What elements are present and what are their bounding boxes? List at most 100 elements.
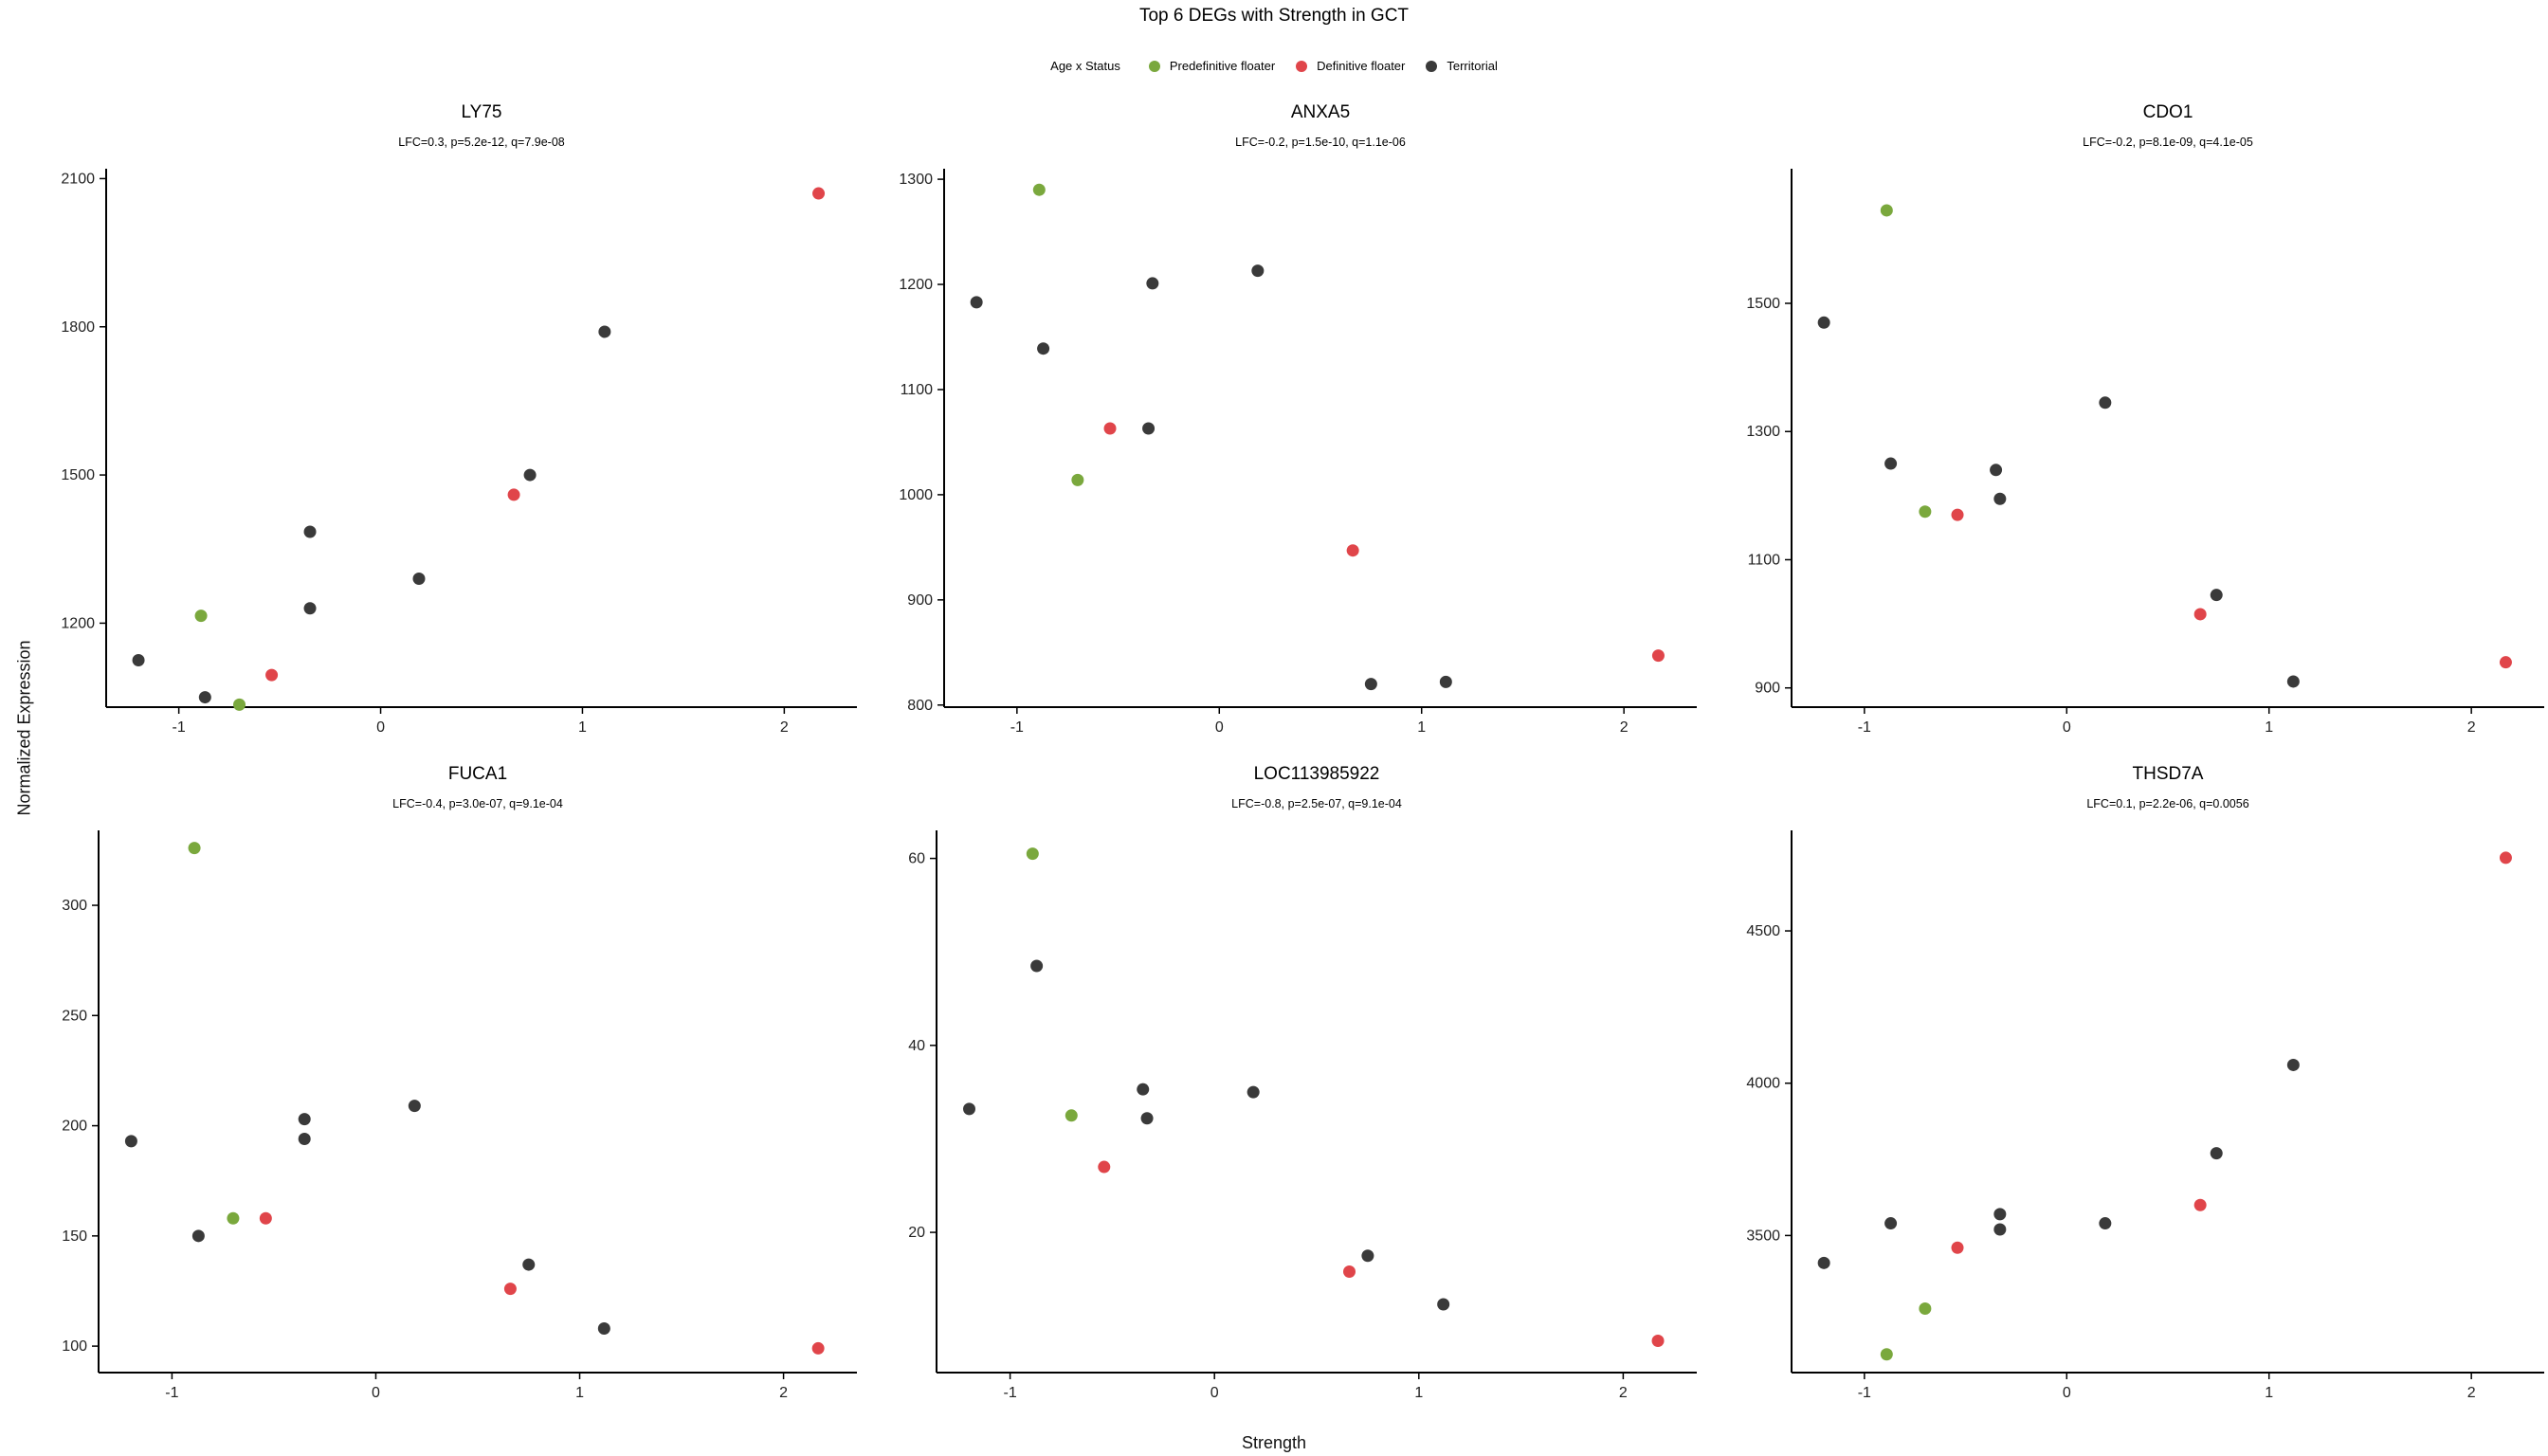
data-point [2099,396,2112,410]
legend-item-predefinitive: Predefinitive floater [1148,59,1275,73]
x-tick-label: 1 [1414,1385,1423,1401]
data-point [970,296,983,309]
x-tick-label: 0 [1215,719,1224,736]
x-tick-label: 2 [1619,1385,1628,1401]
panel-subtitle: LFC=0.1, p=2.2e-06, q=0.0056 [2086,797,2248,810]
x-tick-label: 0 [2063,719,2071,736]
data-point [233,698,246,711]
data-point [2286,1058,2300,1071]
data-point [265,668,279,682]
x-tick-label: 0 [1210,1385,1219,1401]
x-tick-label: 0 [2063,1385,2071,1401]
data-point [1032,183,1046,196]
data-point [2210,589,2223,602]
panel-title: FUCA1 [448,764,507,784]
x-tick-label: -1 [173,719,186,736]
data-point [191,1229,205,1243]
panel-ly75: LY75 LFC=0.3, p=5.2e-12, q=7.9e-08 -1 0 1 2 12… [61,102,857,736]
panel-subtitle: LFC=-0.2, p=8.1e-09, q=4.1e-05 [2083,136,2253,149]
y-tick-label: 300 [62,898,87,914]
x-tick-label: 1 [578,719,587,736]
panel-title: LY75 [462,102,502,122]
x-tick-label: 0 [376,719,385,736]
data-point [1817,1256,1830,1269]
data-point [1993,1223,2007,1236]
panel-loc113985922: LOC113985922 LFC=-0.8, p=2.5e-07, q=9.1e-… [908,764,1697,1401]
data-point [1651,1334,1665,1347]
data-point [227,1211,240,1225]
legend-item-territorial: Territorial [1426,59,1498,73]
data-point [812,187,826,200]
data-point [1651,649,1665,663]
x-tick-label: 2 [780,719,789,736]
x-tick-label: 2 [779,1385,788,1401]
data-point [1146,277,1159,290]
x-tick-label: 2 [1620,719,1629,736]
y-tick-label: 4500 [1746,923,1780,939]
y-tick-label: 3500 [1746,1228,1780,1244]
y-tick-label: 1000 [899,487,933,503]
data-point [198,691,211,704]
data-point [1247,1085,1260,1099]
data-point [2210,1147,2223,1160]
data-point [188,842,201,855]
data-point [412,573,426,586]
y-tick-label: 100 [62,1338,87,1355]
data-point [523,468,537,482]
data-point [124,1135,137,1148]
x-tick-label: 1 [2265,1385,2273,1401]
x-tick-label: -1 [1858,1385,1871,1401]
panel-title: CDO1 [2143,102,2193,122]
data-point [1951,508,1964,521]
y-tick-label: 900 [1755,681,1780,697]
data-point [1817,316,1830,329]
y-tick-label: 1200 [899,277,933,293]
panel-fuca1: FUCA1 LFC=-0.4, p=3.0e-07, q=9.1e-04 -1 0 1 2… [62,764,857,1401]
data-point [597,1321,610,1335]
data-point [503,1283,517,1296]
panel-title: THSD7A [2133,764,2204,784]
data-point [1142,422,1156,435]
y-tick-label: 1100 [901,382,934,398]
data-point [811,1341,825,1355]
data-point [259,1211,272,1225]
panel-title: LOC113985922 [1254,764,1380,784]
data-point [1140,1112,1154,1125]
legend-label-definitive: Definitive floater [1317,59,1406,73]
y-tick-label: 900 [907,592,933,609]
figure-title: Top 6 DEGs with Strength in GCT [1138,6,1410,26]
y-tick-label: 1300 [1746,424,1780,440]
data-point [1437,1298,1450,1311]
data-point [962,1102,975,1116]
y-tick-label: 250 [62,1008,87,1024]
x-tick-label: -1 [1858,719,1871,736]
data-point [2499,851,2512,864]
data-point [408,1100,421,1113]
x-tick-label: 0 [372,1385,380,1401]
data-point [1884,457,1898,470]
data-point [2193,1198,2207,1211]
y-tick-label: 1200 [61,615,95,631]
y-tick-label: 1800 [61,319,95,336]
x-tick-label: -1 [1003,1385,1016,1401]
y-tick-label: 1300 [899,172,933,188]
panel-title: ANXA5 [1291,102,1350,122]
data-point [1364,678,1377,691]
y-tick-label: 150 [62,1228,87,1245]
data-point [598,325,611,338]
data-point [1030,959,1044,973]
y-tick-label: 60 [908,851,925,867]
data-point [1884,1217,1898,1230]
data-point [194,610,208,623]
data-point [303,602,317,615]
data-point [1993,492,2007,505]
panel-subtitle: LFC=-0.8, p=2.5e-07, q=9.1e-04 [1231,797,1402,810]
legend-swatch-predefinitive [1148,60,1160,72]
legend-item-definitive: Definitive floater [1296,59,1405,73]
data-point [303,525,317,538]
panel-cdo1: CDO1 LFC=-0.2, p=8.1e-09, q=4.1e-05 -1 0 1 2 9… [1746,102,2544,736]
x-tick-label: 1 [2265,719,2273,736]
x-tick-label: -1 [165,1385,178,1401]
